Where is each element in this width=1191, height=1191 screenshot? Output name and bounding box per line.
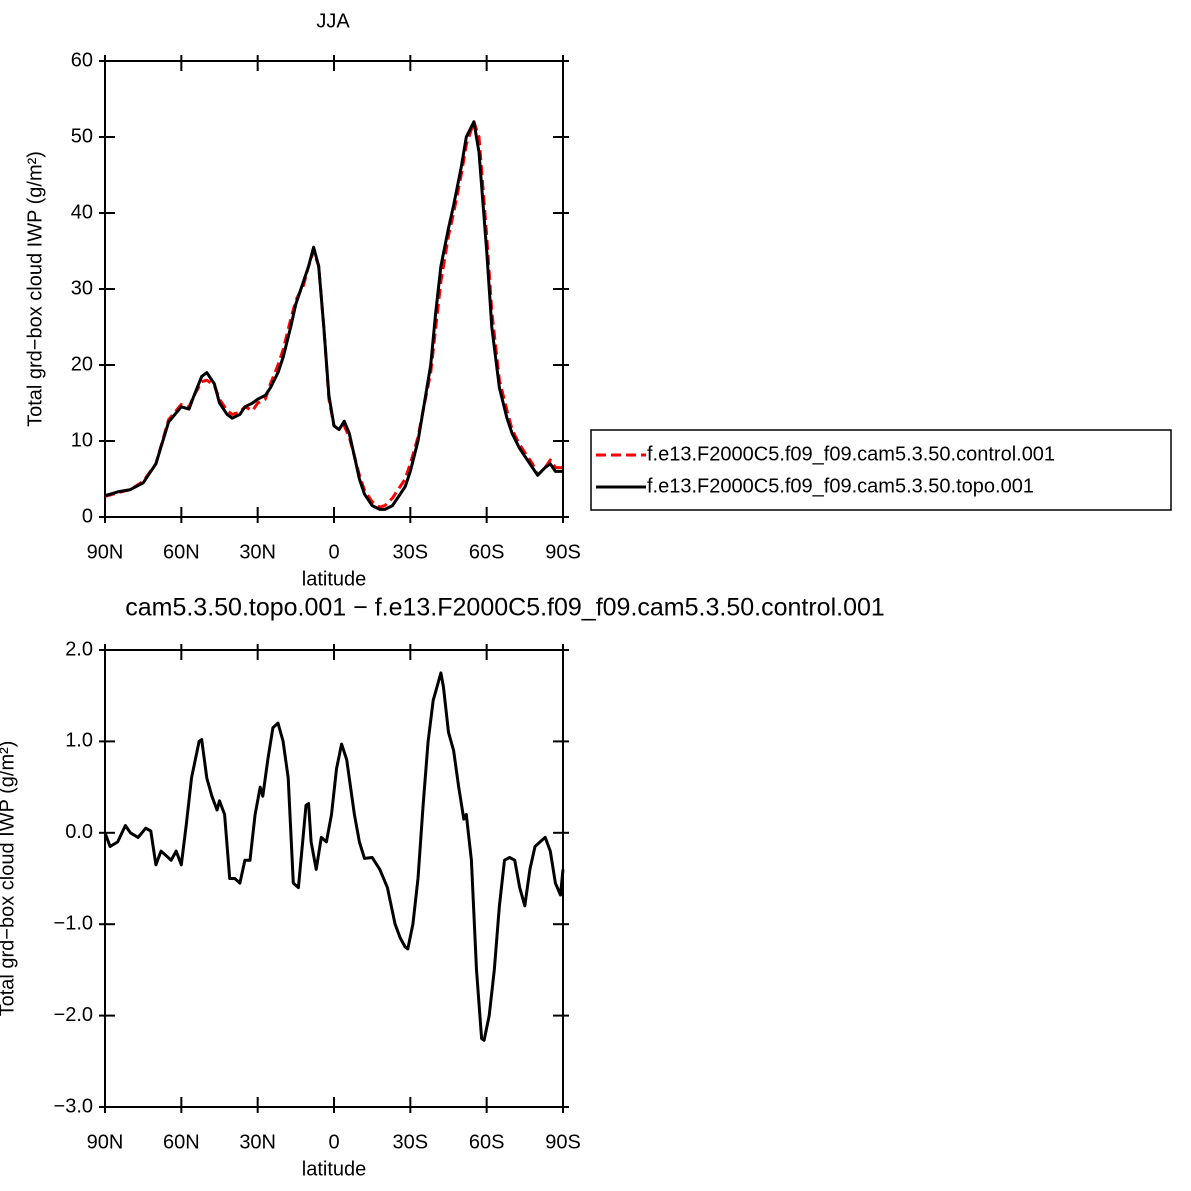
x-tick-label: 60S	[469, 541, 505, 563]
y-tick-label: −3.0	[54, 1095, 93, 1117]
x-tick-label: 90N	[87, 541, 124, 563]
plot-frame	[104, 60, 564, 518]
y-tick-label: 1.0	[65, 730, 93, 752]
y-axis-label: Total grd−box cloud IWP (g/m²)	[0, 741, 18, 1017]
x-tick-label: 90S	[545, 1131, 581, 1153]
legend-label: f.e13.F2000C5.f09_f09.cam5.3.50.control.…	[647, 443, 1055, 465]
x-tick-label: 30S	[393, 1131, 429, 1153]
x-tick-label: 60N	[163, 541, 200, 563]
y-axis-label: Total grd−box cloud IWP (g/m²)	[24, 151, 46, 427]
legend-label: f.e13.F2000C5.f09_f09.cam5.3.50.topo.001	[647, 475, 1034, 497]
data-line	[104, 120, 563, 511]
x-tick-label: 60S	[469, 1131, 505, 1153]
x-tick-label: 90S	[545, 541, 581, 563]
y-tick-label: 50	[71, 125, 93, 147]
x-tick-label: 30N	[239, 541, 276, 563]
y-tick-label: −1.0	[54, 912, 93, 934]
x-tick-label: 0	[328, 541, 339, 563]
chart-title: cam5.3.50.topo.001 − f.e13.F2000C5.f09_f…	[125, 594, 885, 622]
x-tick-label: 90N	[87, 1131, 124, 1153]
x-axis-label: latitude	[302, 568, 367, 590]
y-tick-label: −2.0	[54, 1004, 93, 1026]
y-tick-label: 2.0	[65, 638, 93, 660]
y-tick-label: 0.0	[65, 821, 93, 843]
y-tick-label: 0	[82, 505, 93, 527]
data-line	[103, 671, 565, 1042]
chart-title: JJA	[316, 10, 350, 32]
x-tick-label: 30N	[239, 1131, 276, 1153]
y-tick-label: 60	[71, 49, 93, 71]
x-axis-label: latitude	[302, 1158, 367, 1180]
x-tick-label: 0	[328, 1131, 339, 1153]
y-tick-label: 10	[71, 429, 93, 451]
y-tick-label: 30	[71, 277, 93, 299]
legend-box	[590, 429, 1172, 511]
x-tick-label: 30S	[393, 541, 429, 563]
y-tick-label: 40	[71, 201, 93, 223]
data-line	[104, 120, 563, 509]
y-tick-label: 20	[71, 353, 93, 375]
plot-frame	[104, 649, 564, 1108]
x-tick-label: 60N	[163, 1131, 200, 1153]
